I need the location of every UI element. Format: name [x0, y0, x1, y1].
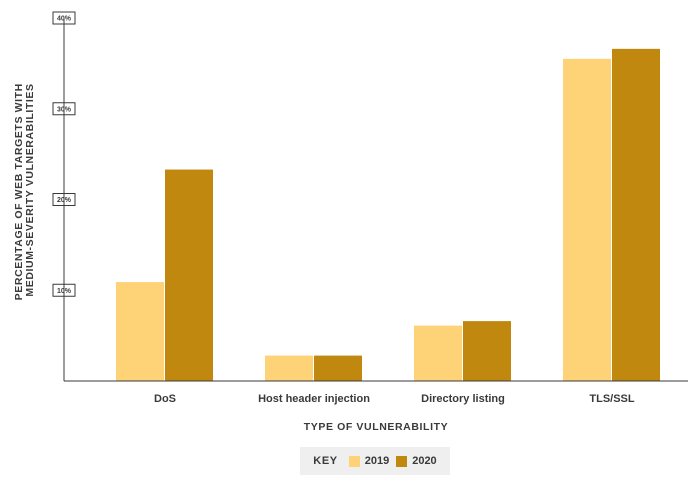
legend-key-label: KEY [313, 455, 338, 467]
legend-label-2020: 2020 [412, 455, 437, 467]
x-axis-title: TYPE OF VULNERABILITY [304, 421, 448, 433]
bar-2019-directory-listing [414, 325, 462, 381]
bar-2019-dos [116, 282, 164, 381]
bar-2020-host-header-injection [314, 355, 362, 381]
legend-label-2019: 2019 [364, 455, 390, 467]
bar-2020-dos [165, 169, 213, 381]
y-axis-title: PERCENTAGE OF WEB TARGETS WITH MEDIUM-SE… [13, 80, 36, 301]
y-axis-title-line-1: PERCENTAGE OF WEB TARGETS WITH [13, 83, 25, 300]
bars [116, 48, 660, 382]
x-tick-label-dos: DoS [154, 393, 176, 405]
legend-swatch-2020 [396, 455, 408, 467]
x-tick-label-tls-ssl: TLS/SSL [589, 393, 635, 405]
x-tick-label-directory-listing: Directory listing [421, 393, 505, 405]
bar-2020-directory-listing [463, 321, 511, 381]
legend-item-2019: 2019 [348, 455, 390, 467]
bar-2019-host-header-injection [265, 355, 313, 381]
legend: KEY 2019 2020 [300, 447, 450, 475]
bar-2020-tls-ssl [612, 48, 660, 381]
bar-2019-tls-ssl [563, 58, 611, 382]
legend-item-2020: 2020 [396, 455, 437, 467]
x-tick-label-host-header-injection: Host header injection [258, 393, 370, 405]
x-axis-tick-labels: DoS Host header injection Directory listin… [154, 393, 635, 405]
legend-swatch-2019 [348, 455, 360, 467]
y-axis-title-line-2: MEDIUM-SEVERITY VULNERABILITIES [24, 83, 36, 296]
